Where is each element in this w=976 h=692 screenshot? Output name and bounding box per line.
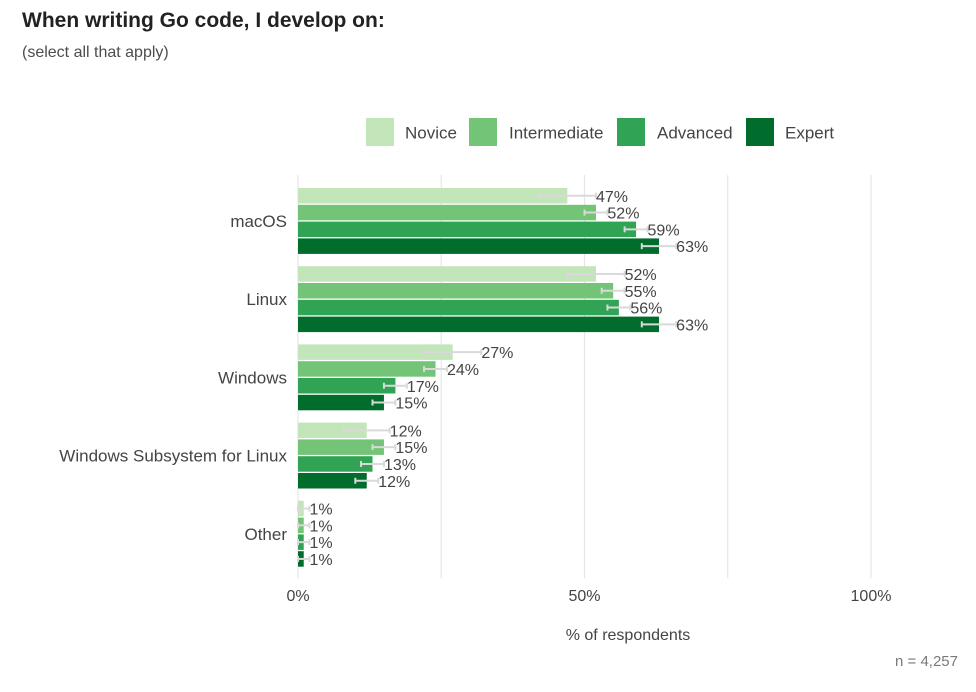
legend: Novice Intermediate Advanced Expert <box>366 118 834 146</box>
bar <box>298 266 596 282</box>
error-bar <box>423 365 448 372</box>
data-label: 1% <box>309 502 332 519</box>
legend-swatch <box>746 118 774 146</box>
chart-title: When writing Go code, I develop on: <box>22 9 385 32</box>
error-bar <box>600 287 626 294</box>
error-bar <box>297 539 311 546</box>
data-label: 12% <box>390 423 422 440</box>
x-tick-label: 0% <box>286 588 309 605</box>
x-axis-label: % of respondents <box>566 627 691 644</box>
bar <box>298 344 453 360</box>
error-bar <box>640 321 678 328</box>
bar <box>298 473 367 489</box>
error-bar <box>371 399 397 406</box>
error-bar <box>640 243 678 250</box>
legend-swatch <box>366 118 394 146</box>
data-label: 55% <box>625 284 657 301</box>
sample-size-label: n = 4,257 <box>895 653 958 670</box>
bars <box>298 188 659 567</box>
error-bar <box>360 460 385 467</box>
error-bar <box>537 192 597 199</box>
legend-item: Novice <box>366 118 457 146</box>
data-labels: 47%52%59%63%52%55%56%63%27%24%17%15%12%1… <box>309 189 708 569</box>
x-tick-label: 50% <box>568 588 600 605</box>
data-label: 59% <box>648 222 680 239</box>
legend-label: Advanced <box>657 124 733 143</box>
legend-item: Intermediate <box>469 118 604 146</box>
error-bar <box>566 270 626 277</box>
bar <box>298 378 396 394</box>
error-bar <box>371 444 397 451</box>
error-bar <box>354 477 380 484</box>
category-label: Linux <box>246 290 287 309</box>
category-label: macOS <box>230 212 287 231</box>
data-label: 1% <box>309 552 332 569</box>
data-label: 47% <box>596 189 628 206</box>
bar <box>298 221 637 238</box>
category-labels: macOS Linux Windows Windows Subsystem for L… <box>59 212 287 544</box>
bar <box>298 204 596 221</box>
data-label: 52% <box>607 206 639 223</box>
legend-item: Advanced <box>617 118 733 146</box>
data-label: 15% <box>395 440 427 457</box>
error-bars <box>297 192 678 562</box>
data-label: 15% <box>395 396 427 413</box>
category-label: Windows Subsystem for Linux <box>59 447 287 466</box>
category-label: Windows <box>218 368 287 387</box>
bar <box>298 422 367 439</box>
x-axis-ticks: 0% 50% 100% <box>286 588 891 605</box>
legend-item: Expert <box>746 118 834 146</box>
bar <box>298 283 614 299</box>
error-bar <box>297 555 311 562</box>
error-bar <box>606 304 632 311</box>
bar <box>298 188 568 204</box>
category-label: Other <box>244 525 287 544</box>
legend-swatch <box>617 118 645 146</box>
data-label: 24% <box>447 362 479 379</box>
error-bar <box>382 382 408 389</box>
bar <box>298 316 659 333</box>
error-bar <box>297 505 311 512</box>
error-bar <box>583 209 609 216</box>
bar <box>298 299 619 316</box>
bar <box>298 238 659 254</box>
x-tick-label: 100% <box>851 588 892 605</box>
error-bar <box>297 522 311 529</box>
legend-label: Expert <box>785 124 834 143</box>
legend-swatch <box>469 118 497 146</box>
error-bar <box>623 226 649 233</box>
data-label: 1% <box>309 535 332 552</box>
data-label: 1% <box>309 518 332 535</box>
error-bar <box>423 349 483 356</box>
bar <box>298 394 384 411</box>
legend-label: Intermediate <box>509 124 604 143</box>
bar <box>298 439 384 455</box>
bar <box>298 456 373 472</box>
legend-label: Novice <box>405 124 457 143</box>
error-bar <box>342 427 391 434</box>
data-label: 56% <box>630 301 662 318</box>
data-label: 13% <box>384 457 416 474</box>
data-label: 17% <box>407 379 439 396</box>
data-label: 12% <box>378 474 410 491</box>
data-label: 63% <box>676 317 708 334</box>
data-label: 27% <box>481 345 513 362</box>
data-label: 52% <box>625 267 657 284</box>
data-label: 63% <box>676 239 708 256</box>
bar <box>298 361 436 377</box>
chart-subtitle: (select all that apply) <box>22 44 169 61</box>
